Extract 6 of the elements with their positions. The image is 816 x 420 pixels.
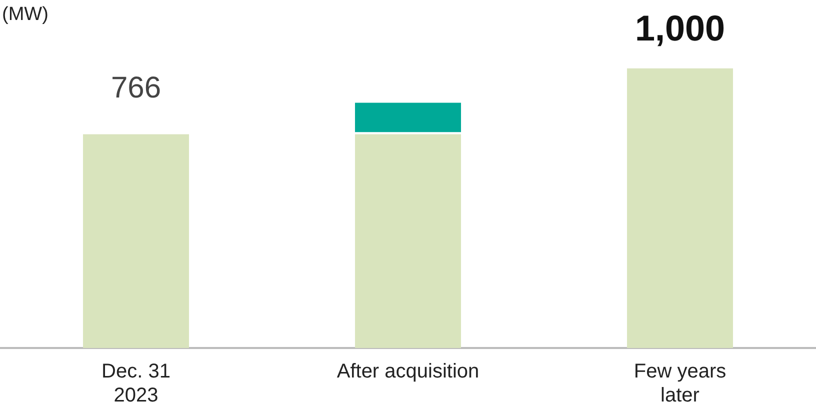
data-label: 1,000 [634,7,726,48]
data-label: 766 [110,72,162,105]
y-axis-title: (MW) [2,4,48,26]
x-tick-label: Dec. 31 2023 [102,360,170,407]
x-tick-label: After acquisition [336,360,480,383]
x-tick-label: Few years later [634,360,726,407]
